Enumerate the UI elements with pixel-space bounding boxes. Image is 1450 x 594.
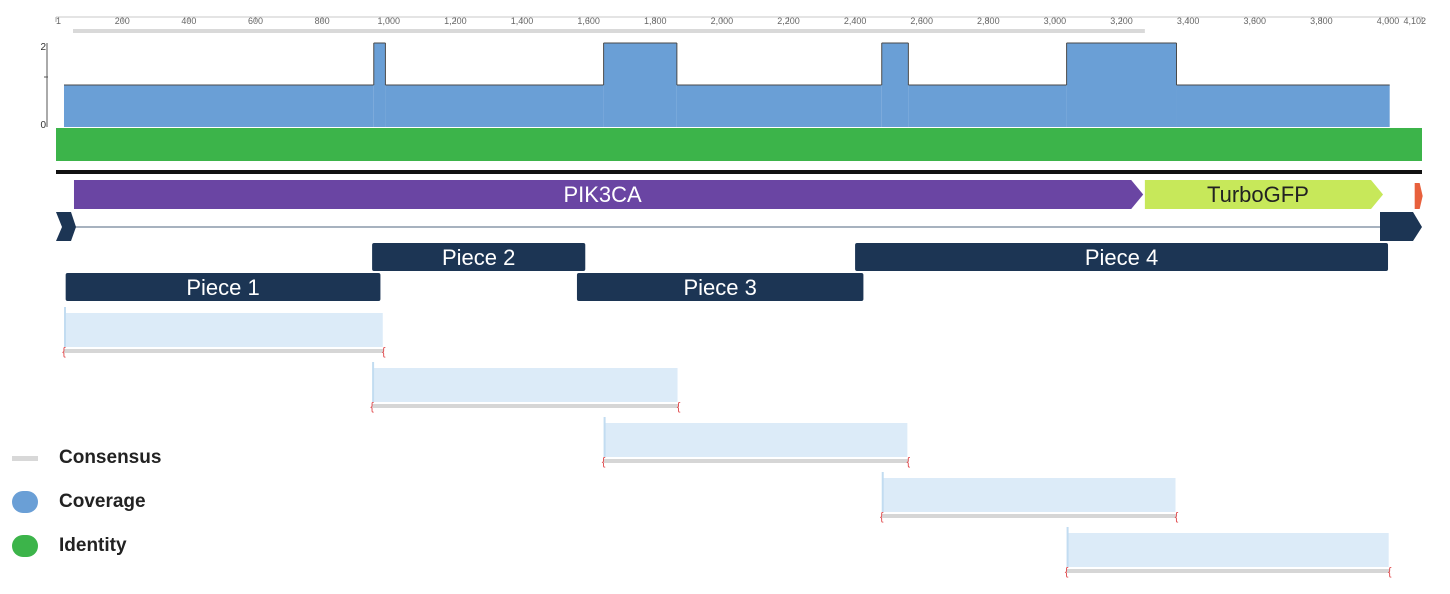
coverage-axis-min-label: 0 [40, 120, 46, 131]
ruler-tick-label: 2,400 [844, 16, 867, 26]
coverage-bar [603, 43, 677, 127]
ruler-tick-label: 1,000 [377, 16, 400, 26]
feature-arrow [1144, 180, 1384, 209]
feature-annotations: PIK3CA TurboGFP [56, 170, 1423, 209]
identity-swatch-icon [12, 535, 38, 557]
coverage-bar [63, 85, 374, 127]
piece-block [372, 243, 586, 271]
piece-block [576, 273, 864, 301]
legend-identity: Identity [12, 531, 272, 561]
read-consensus-bar [603, 459, 909, 463]
read-start-marker: { [1065, 566, 1069, 578]
feature-label: PIK3CA [563, 182, 642, 207]
construct-left-end [56, 212, 76, 241]
fragment-pieces: Piece 1 Piece 2 Piece 3 Piece 4 [65, 243, 1389, 301]
piece-label: Piece 1 [186, 275, 259, 300]
construct-backbone [56, 212, 1422, 241]
consensus-swatch-icon [12, 455, 38, 461]
read-start-marker: { [370, 401, 374, 413]
read-start-marker: { [880, 511, 884, 523]
legend-consensus: Consensus [12, 443, 272, 473]
piece-block [855, 243, 1389, 271]
ruler-tick-label: 800 [315, 16, 330, 26]
feature-marker [1414, 183, 1423, 209]
read-trace [1067, 533, 1389, 567]
ruler-tick-label: 1,600 [577, 16, 600, 26]
ruler-tick-label: 2,200 [777, 16, 800, 26]
feature-label: TurboGFP [1207, 182, 1309, 207]
legend-coverage: Coverage [12, 487, 272, 517]
read-trace [64, 313, 383, 347]
read-consensus-bar [881, 514, 1177, 518]
read-start-marker: { [602, 456, 606, 468]
ruler-tick-label: 3,000 [1044, 16, 1067, 26]
ruler-tick-label: 1,400 [511, 16, 534, 26]
ruler-selection-bar [73, 29, 1145, 33]
coverage-swatch-icon [12, 491, 38, 513]
ruler-tick-label: 2,600 [910, 16, 933, 26]
ruler-tick-label: 4,000 [1377, 16, 1400, 26]
piece-label: Piece 2 [442, 245, 515, 270]
coverage-bar [373, 43, 386, 127]
ruler-tick-label: 2,000 [711, 16, 734, 26]
legend-coverage-label: Coverage [59, 491, 146, 512]
legend-identity-label: Identity [59, 535, 127, 556]
ruler-tick-label: 4,102 [1403, 16, 1426, 26]
ruler-tick-label: 3,200 [1110, 16, 1133, 26]
sequencing-reads: { { { { { { { { { { [62, 307, 1392, 578]
piece-label: Piece 4 [1085, 245, 1158, 270]
ruler-tick-label: 400 [181, 16, 196, 26]
sequence-line [56, 170, 1422, 174]
coverage-bar [908, 85, 1067, 127]
ruler: 1 200 400 600 800 1,000 1,200 1,400 1,600 1,800 2,… [55, 16, 1426, 33]
read-trace [882, 478, 1176, 512]
read-consensus-bar [63, 349, 384, 353]
ruler-tick-label: 2,800 [977, 16, 1000, 26]
read-trace [604, 423, 908, 457]
read-end-marker: { [677, 401, 681, 413]
read-trace [373, 368, 678, 402]
read-consensus-bar [372, 404, 679, 408]
ruler-tick-label: 1,800 [644, 16, 667, 26]
ruler-tick-label: 3,800 [1310, 16, 1333, 26]
coverage-bar [1176, 85, 1390, 127]
construct-right-end [1380, 212, 1422, 241]
coverage-bar [676, 85, 882, 127]
read-end-marker: { [1388, 566, 1392, 578]
feature-arrow [73, 180, 1144, 209]
identity-bar [56, 128, 1422, 161]
ruler-tick-label: 3,400 [1177, 16, 1200, 26]
read-start-marker: { [62, 346, 66, 358]
coverage-bar [385, 85, 604, 127]
ruler-tick-label: 3,600 [1244, 16, 1267, 26]
ruler-tick-label: 200 [115, 16, 130, 26]
coverage-track: 20 [40, 42, 1390, 131]
legend-consensus-label: Consensus [59, 447, 162, 468]
read-consensus-bar [1066, 569, 1390, 573]
ruler-tick-label: 1 [56, 16, 61, 26]
identity-track [56, 128, 1422, 161]
piece-label: Piece 3 [683, 275, 756, 300]
read-end-marker: { [382, 346, 386, 358]
ruler-tick-label: 600 [248, 16, 263, 26]
read-end-marker: { [907, 456, 911, 468]
read-end-marker: { [1175, 511, 1179, 523]
coverage-bar [881, 43, 909, 127]
coverage-axis-max-label: 2 [40, 42, 46, 53]
piece-block [65, 273, 381, 301]
ruler-tick-label: 1,200 [444, 16, 467, 26]
coverage-bar [1066, 43, 1177, 127]
